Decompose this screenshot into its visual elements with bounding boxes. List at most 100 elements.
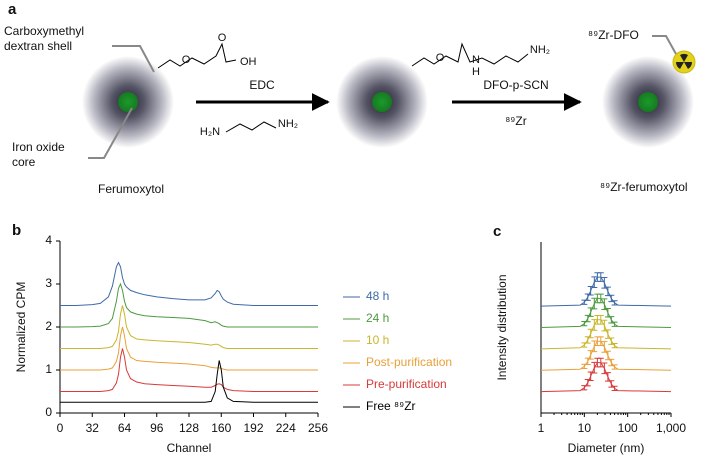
core xyxy=(638,92,658,112)
error-bar xyxy=(591,340,598,353)
atom: NH₂ xyxy=(278,118,298,130)
error-bar xyxy=(587,350,594,360)
label: Ferumoxytol xyxy=(98,182,164,196)
x-tick-label: 96 xyxy=(150,421,164,435)
error-bar xyxy=(601,341,608,353)
reagent: DFO-p-SCN xyxy=(483,78,548,92)
error-bar xyxy=(611,343,618,349)
x-tick-label: 64 xyxy=(118,421,132,435)
error-bar xyxy=(611,385,618,392)
label: ⁸⁹Zr-ferumoxytol xyxy=(600,180,688,194)
series-line xyxy=(60,305,318,349)
trefoil xyxy=(675,53,693,69)
error-bar xyxy=(608,294,615,303)
series-line xyxy=(60,282,318,328)
atom: H xyxy=(472,66,480,78)
x-tick-label: 128 xyxy=(179,421,199,435)
atom: O xyxy=(436,52,445,64)
atom: NH₂ xyxy=(530,44,550,56)
core xyxy=(372,92,392,112)
error-bar xyxy=(597,357,604,368)
legend-label: 48 h xyxy=(366,289,389,303)
panel-letter: a xyxy=(8,1,17,18)
error-bar xyxy=(608,316,615,324)
atom: OH xyxy=(240,56,257,68)
label: dextran shell xyxy=(4,39,72,53)
series-line xyxy=(540,340,672,371)
error-bar xyxy=(587,328,594,339)
series-line xyxy=(60,326,318,371)
y-tick-label: 1 xyxy=(45,362,52,376)
x-tick-label: 256 xyxy=(308,421,328,435)
atom: O xyxy=(218,32,227,44)
x-tick-label: 160 xyxy=(211,421,231,435)
y-axis-label: Normalized CPM xyxy=(14,282,28,373)
error-bar xyxy=(608,380,615,388)
legend-label: Free ⁸⁹Zr xyxy=(366,399,416,413)
leader xyxy=(652,35,677,55)
x-tick-label: 10 xyxy=(578,421,592,435)
error-bar xyxy=(601,298,608,311)
core xyxy=(118,92,138,112)
error-bar xyxy=(611,321,618,327)
structure xyxy=(411,42,529,67)
error-bar xyxy=(597,293,604,304)
x-tick-label: 100 xyxy=(618,421,638,435)
label: core xyxy=(12,155,36,169)
error-bar xyxy=(601,362,608,375)
error-bar xyxy=(611,300,618,306)
error-bar xyxy=(587,285,594,296)
label: Iron oxide xyxy=(12,140,65,154)
legend-label: Post-purification xyxy=(366,355,452,369)
y-tick-label: 4 xyxy=(45,233,52,247)
error-bar xyxy=(597,315,604,325)
reagent: ⁸⁹Zr xyxy=(505,114,527,128)
x-tick-label: 224 xyxy=(276,421,296,435)
series-line xyxy=(540,276,672,307)
atom: N xyxy=(472,54,480,66)
series-line xyxy=(540,319,672,350)
x-tick-label: 0 xyxy=(57,421,64,435)
error-bar xyxy=(608,358,615,367)
series-line xyxy=(60,360,318,403)
error-bar xyxy=(591,319,598,331)
legend-label: 10 h xyxy=(366,333,389,347)
reagent: EDC xyxy=(249,78,275,92)
x-axis-label: Diameter (nm) xyxy=(568,441,645,455)
legend-label: Pre-purification xyxy=(366,377,447,391)
error-bar xyxy=(608,337,615,345)
leader xyxy=(112,45,155,73)
x-tick-label: 1 xyxy=(538,421,545,435)
panel-letter: b xyxy=(12,222,21,239)
error-bar xyxy=(601,276,608,289)
y-tick-label: 2 xyxy=(45,319,52,333)
error-bar xyxy=(597,272,604,282)
error-bar xyxy=(591,297,598,310)
x-tick-label: 192 xyxy=(243,421,263,435)
y-tick-label: 3 xyxy=(45,276,52,290)
series-line xyxy=(60,261,318,306)
error-bar xyxy=(601,319,608,332)
legend-label: 24 h xyxy=(366,311,389,325)
error-bar xyxy=(597,336,604,346)
error-bar xyxy=(591,361,598,374)
error-bar xyxy=(587,371,594,382)
error-bar xyxy=(591,276,598,289)
scheme: a Carboxymethyl dextran shell Iron oxide… xyxy=(4,1,696,196)
y-axis-label: Intensity distribution xyxy=(495,274,509,380)
x-tick-label: 32 xyxy=(86,421,100,435)
label: Carboxymethyl xyxy=(4,24,84,38)
series-line xyxy=(540,297,672,328)
y-tick-label: 0 xyxy=(45,405,52,419)
atom: O xyxy=(182,54,191,66)
error-bar xyxy=(611,364,618,370)
atom: H₂N xyxy=(200,126,220,138)
structure xyxy=(157,42,237,69)
label: ⁸⁹Zr-DFO xyxy=(588,28,639,42)
series-line xyxy=(540,362,672,393)
leader xyxy=(88,107,133,159)
panel-letter: c xyxy=(493,223,501,240)
error-bar xyxy=(587,307,594,317)
x-axis-label: Channel xyxy=(167,441,212,455)
